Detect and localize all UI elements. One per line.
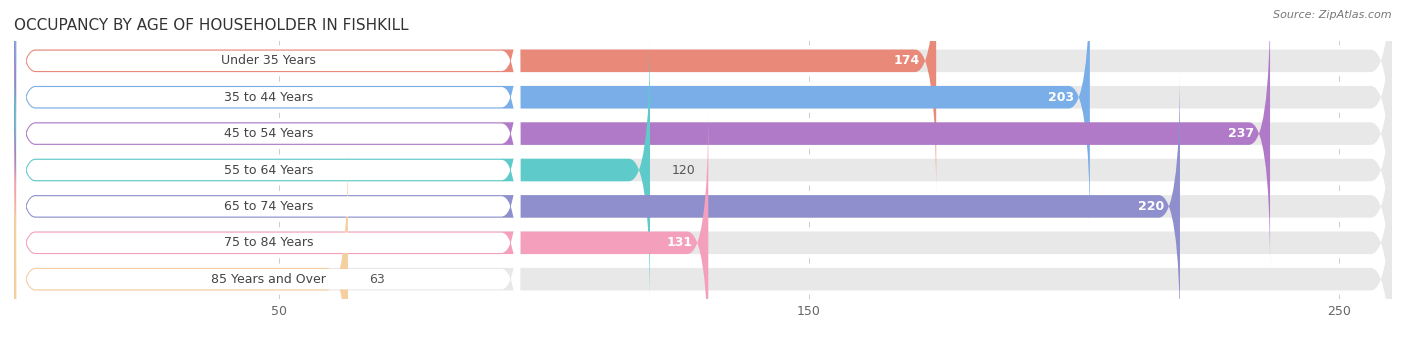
- FancyBboxPatch shape: [14, 3, 1392, 337]
- Text: 65 to 74 Years: 65 to 74 Years: [224, 200, 314, 213]
- FancyBboxPatch shape: [17, 125, 520, 340]
- FancyBboxPatch shape: [14, 0, 1392, 232]
- FancyBboxPatch shape: [17, 89, 520, 324]
- Text: 203: 203: [1047, 91, 1074, 104]
- Text: OCCUPANCY BY AGE OF HOUSEHOLDER IN FISHKILL: OCCUPANCY BY AGE OF HOUSEHOLDER IN FISHK…: [14, 18, 409, 33]
- FancyBboxPatch shape: [17, 16, 520, 251]
- FancyBboxPatch shape: [14, 108, 1392, 340]
- FancyBboxPatch shape: [14, 113, 1392, 340]
- FancyBboxPatch shape: [14, 108, 709, 340]
- FancyBboxPatch shape: [14, 72, 1180, 340]
- FancyBboxPatch shape: [14, 0, 1392, 264]
- Text: 237: 237: [1227, 127, 1254, 140]
- FancyBboxPatch shape: [14, 72, 1392, 340]
- FancyBboxPatch shape: [14, 145, 1392, 340]
- FancyBboxPatch shape: [17, 162, 520, 340]
- Text: 131: 131: [666, 236, 692, 249]
- FancyBboxPatch shape: [14, 0, 1392, 195]
- Text: 75 to 84 Years: 75 to 84 Years: [224, 236, 314, 249]
- FancyBboxPatch shape: [14, 0, 1392, 268]
- FancyBboxPatch shape: [14, 40, 1392, 340]
- Text: 120: 120: [671, 164, 695, 176]
- FancyBboxPatch shape: [14, 36, 650, 304]
- FancyBboxPatch shape: [14, 36, 1392, 304]
- FancyBboxPatch shape: [14, 0, 1270, 268]
- Text: Source: ZipAtlas.com: Source: ZipAtlas.com: [1274, 10, 1392, 20]
- Text: 63: 63: [370, 273, 385, 286]
- Text: 35 to 44 Years: 35 to 44 Years: [224, 91, 314, 104]
- FancyBboxPatch shape: [17, 0, 520, 215]
- FancyBboxPatch shape: [14, 0, 936, 195]
- Text: 174: 174: [894, 54, 921, 67]
- Text: 55 to 64 Years: 55 to 64 Years: [224, 164, 314, 176]
- FancyBboxPatch shape: [14, 0, 1392, 227]
- FancyBboxPatch shape: [17, 0, 520, 178]
- FancyBboxPatch shape: [14, 145, 347, 340]
- FancyBboxPatch shape: [14, 76, 1392, 340]
- Text: 85 Years and Over: 85 Years and Over: [211, 273, 326, 286]
- FancyBboxPatch shape: [14, 0, 1392, 300]
- Text: 45 to 54 Years: 45 to 54 Years: [224, 127, 314, 140]
- Text: Under 35 Years: Under 35 Years: [221, 54, 316, 67]
- Text: 220: 220: [1137, 200, 1164, 213]
- FancyBboxPatch shape: [14, 0, 1090, 232]
- FancyBboxPatch shape: [17, 53, 520, 287]
